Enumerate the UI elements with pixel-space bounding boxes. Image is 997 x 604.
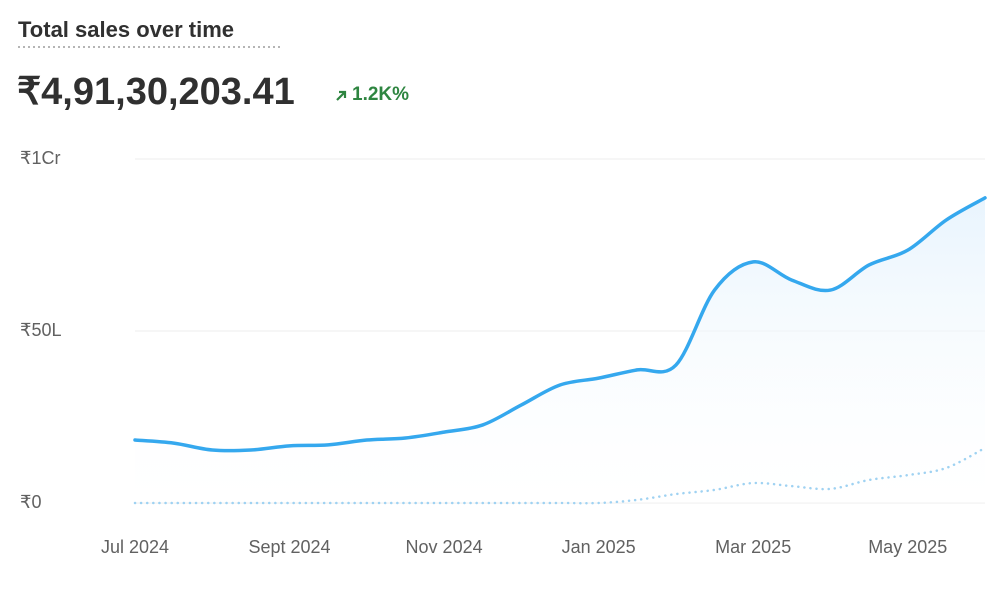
x-tick-label: Nov 2024 bbox=[406, 537, 483, 557]
area bbox=[135, 197, 985, 503]
x-tick-label: Jan 2025 bbox=[562, 537, 636, 557]
line-series bbox=[133, 196, 987, 453]
y-tick-label: ₹50L bbox=[20, 320, 61, 340]
x-tick-label: Jul 2024 bbox=[101, 537, 169, 557]
total-value: ₹4,91,30,203.41 bbox=[17, 71, 295, 113]
y-tick-label: ₹0 bbox=[20, 492, 41, 512]
x-tick-label: Mar 2025 bbox=[715, 537, 791, 557]
x-tick-label: Sept 2024 bbox=[249, 537, 331, 557]
chart-title: Total sales over time bbox=[18, 17, 234, 42]
change-value: 1.2K% bbox=[352, 84, 409, 105]
x-tick-label: May 2025 bbox=[868, 537, 947, 557]
trend-arrow bbox=[336, 90, 347, 101]
y-tick-label: ₹1Cr bbox=[20, 148, 60, 168]
line-series bbox=[133, 446, 987, 505]
